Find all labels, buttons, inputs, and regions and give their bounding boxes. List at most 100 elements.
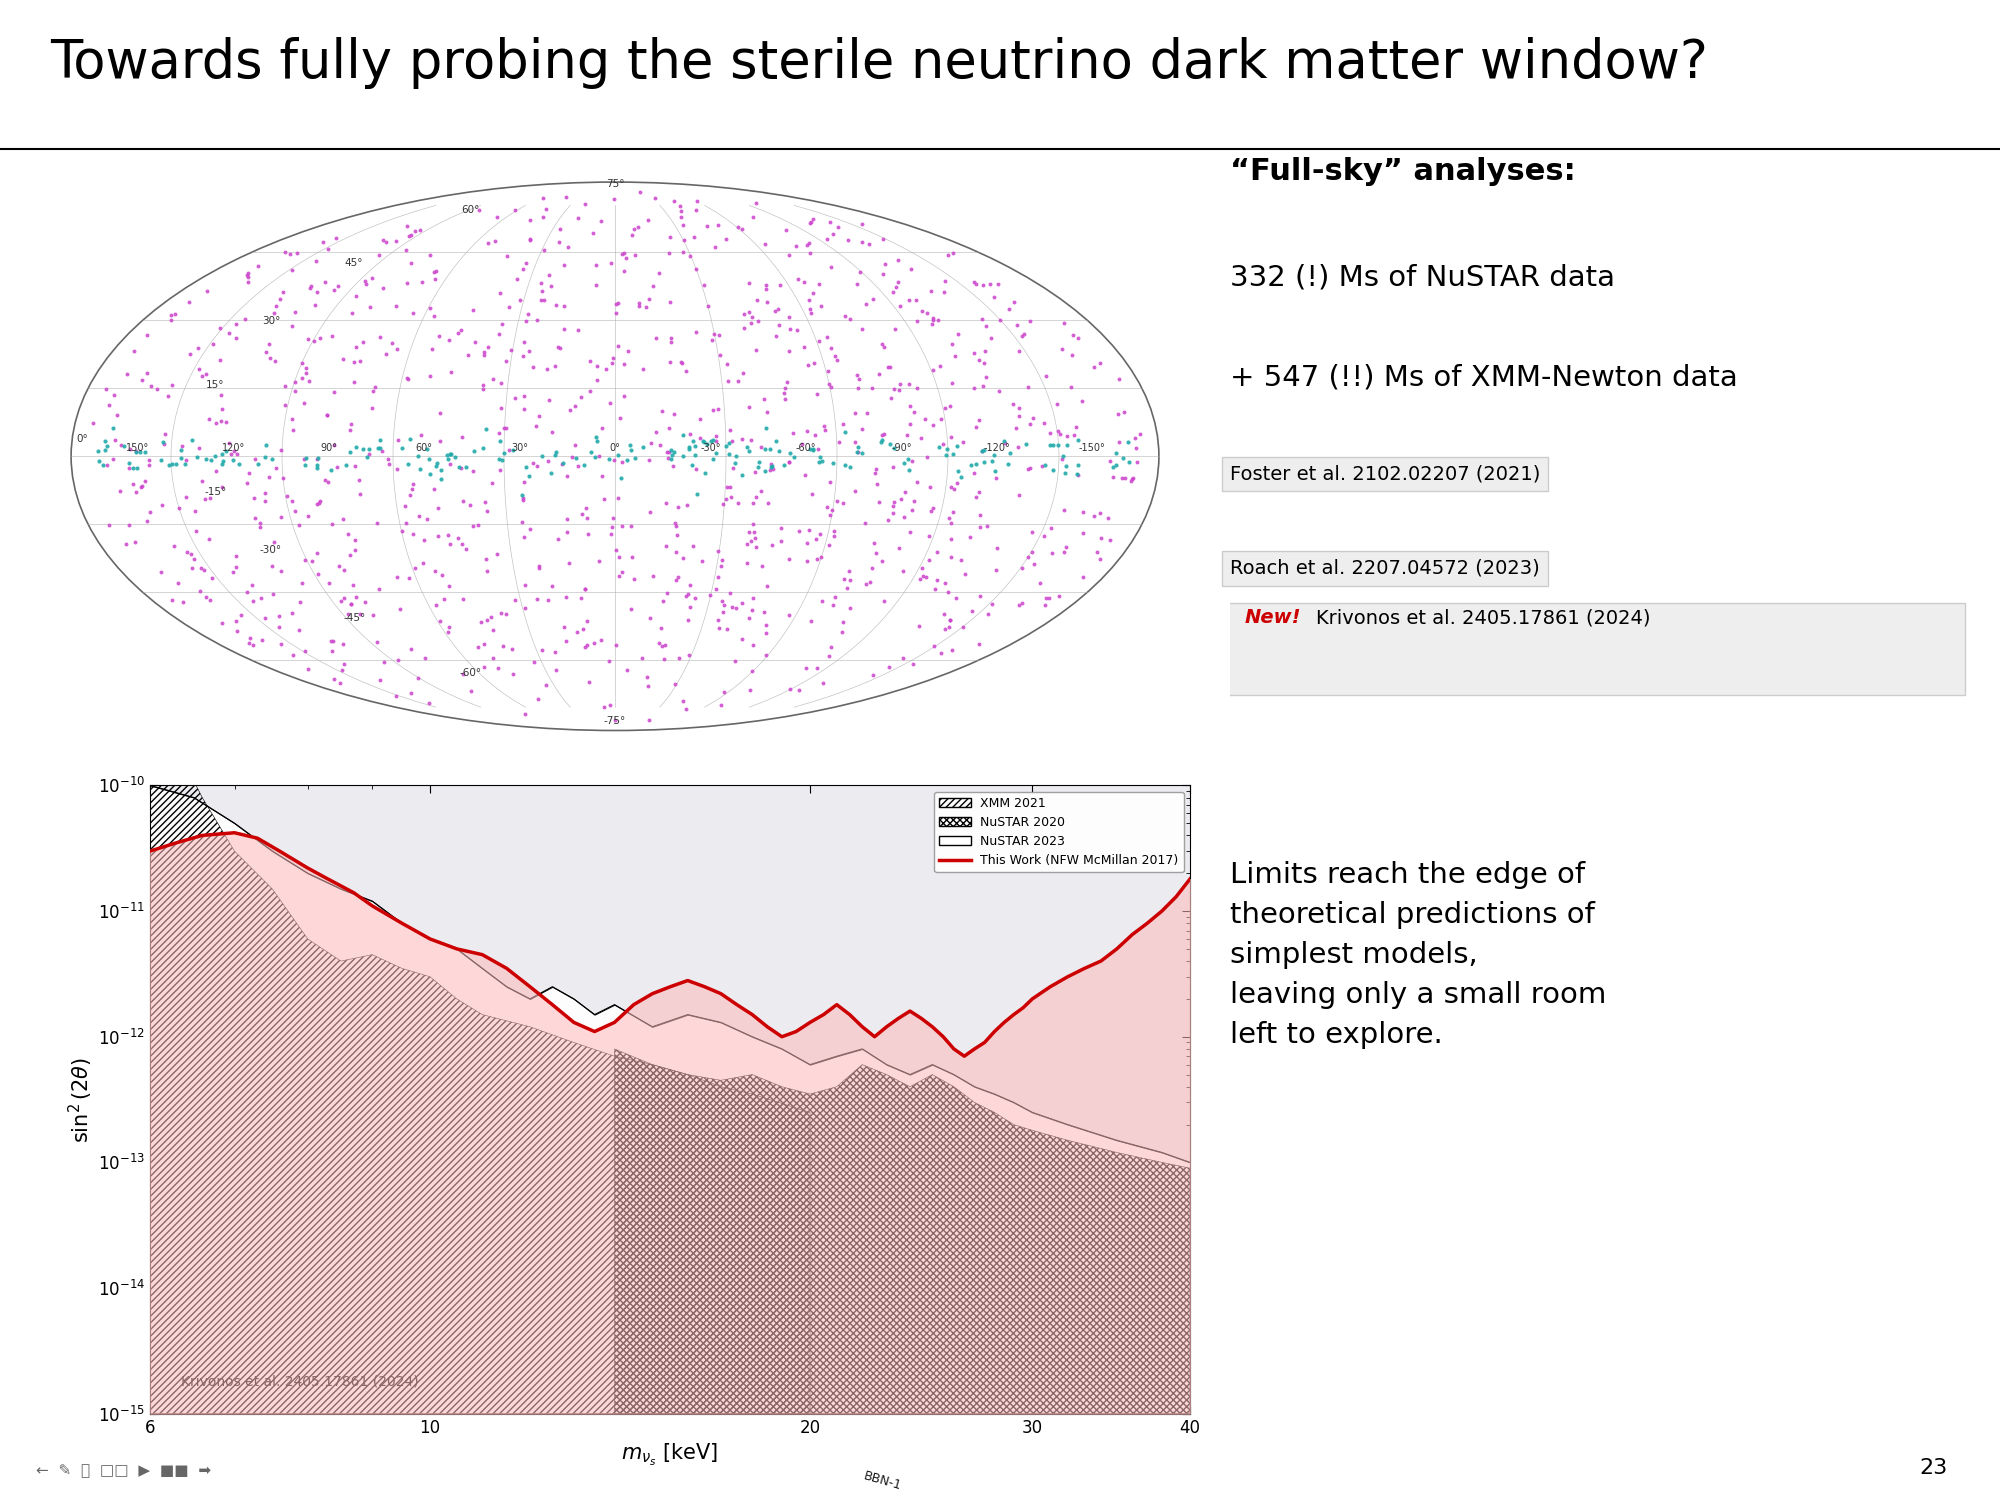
Point — [606, 515, 638, 539]
Point — [942, 471, 974, 495]
Point — [336, 413, 368, 437]
Point — [930, 443, 962, 467]
Point — [1050, 455, 1082, 479]
Point — [678, 534, 710, 558]
Point — [458, 459, 490, 483]
Point — [392, 367, 424, 390]
Point — [308, 230, 340, 254]
Point — [352, 443, 384, 467]
Point — [236, 633, 268, 657]
Point — [580, 425, 612, 449]
Point — [1092, 506, 1124, 530]
Point — [892, 287, 924, 311]
Point — [684, 426, 716, 450]
Point — [674, 244, 706, 268]
Point — [298, 293, 330, 317]
Point — [526, 444, 558, 468]
Point — [878, 491, 910, 515]
Point — [790, 419, 822, 443]
Point — [660, 568, 692, 592]
Point — [1066, 565, 1098, 589]
Point — [570, 634, 602, 658]
Point — [710, 227, 742, 251]
Point — [246, 628, 278, 652]
Point — [498, 588, 530, 612]
Point — [394, 483, 426, 507]
Point — [600, 301, 632, 325]
Point — [98, 428, 130, 452]
Point — [192, 407, 224, 431]
Point — [666, 239, 698, 263]
Point — [562, 317, 594, 341]
Point — [1106, 446, 1138, 470]
Point — [834, 307, 866, 331]
Point — [468, 655, 500, 679]
Point — [514, 227, 546, 251]
Point — [318, 380, 350, 404]
Point — [194, 486, 226, 510]
Point — [328, 652, 360, 676]
Point — [598, 506, 630, 530]
Point — [132, 323, 164, 347]
Point — [158, 534, 190, 558]
Point — [304, 326, 336, 350]
Point — [594, 390, 626, 414]
Point — [722, 215, 754, 239]
Point — [932, 242, 964, 266]
Point — [720, 649, 752, 673]
Point — [858, 287, 890, 311]
Point — [144, 560, 176, 583]
Point — [892, 458, 924, 482]
Point — [716, 429, 748, 453]
Point — [772, 340, 804, 364]
Point — [624, 293, 656, 317]
Point — [286, 352, 318, 375]
Point — [1012, 545, 1044, 568]
Point — [102, 402, 134, 426]
Point — [260, 295, 292, 319]
Point — [532, 588, 564, 612]
Text: “Full-sky” analyses:: “Full-sky” analyses: — [1230, 157, 1576, 186]
Point — [1078, 504, 1110, 528]
Point — [340, 455, 372, 479]
Point — [680, 257, 712, 281]
Point — [472, 560, 504, 583]
Point — [728, 302, 760, 326]
Point — [866, 549, 898, 573]
Point — [774, 317, 806, 341]
Point — [224, 452, 256, 476]
Point — [204, 316, 236, 340]
Point — [726, 464, 758, 488]
Point — [356, 378, 388, 402]
Point — [650, 491, 682, 515]
Point — [876, 280, 908, 304]
Point — [868, 262, 900, 286]
Point — [338, 573, 370, 597]
Point — [98, 447, 130, 471]
Point — [740, 338, 772, 362]
Point — [814, 254, 846, 278]
Point — [528, 238, 560, 262]
Point — [322, 274, 354, 298]
Point — [842, 435, 874, 459]
Point — [794, 301, 826, 325]
Point — [190, 278, 222, 302]
Point — [478, 646, 510, 670]
Point — [946, 465, 978, 489]
Point — [550, 630, 582, 654]
Point — [772, 305, 804, 329]
Point — [866, 423, 898, 447]
Point — [1118, 426, 1150, 450]
Point — [982, 378, 1014, 402]
Point — [928, 571, 960, 595]
Point — [860, 473, 892, 497]
Point — [820, 344, 852, 368]
Point — [608, 259, 640, 283]
Point — [964, 515, 996, 539]
Point — [838, 431, 870, 455]
Point — [1028, 524, 1060, 548]
Point — [424, 458, 456, 482]
Point — [750, 277, 782, 301]
Point — [736, 633, 768, 657]
Point — [998, 392, 1030, 416]
